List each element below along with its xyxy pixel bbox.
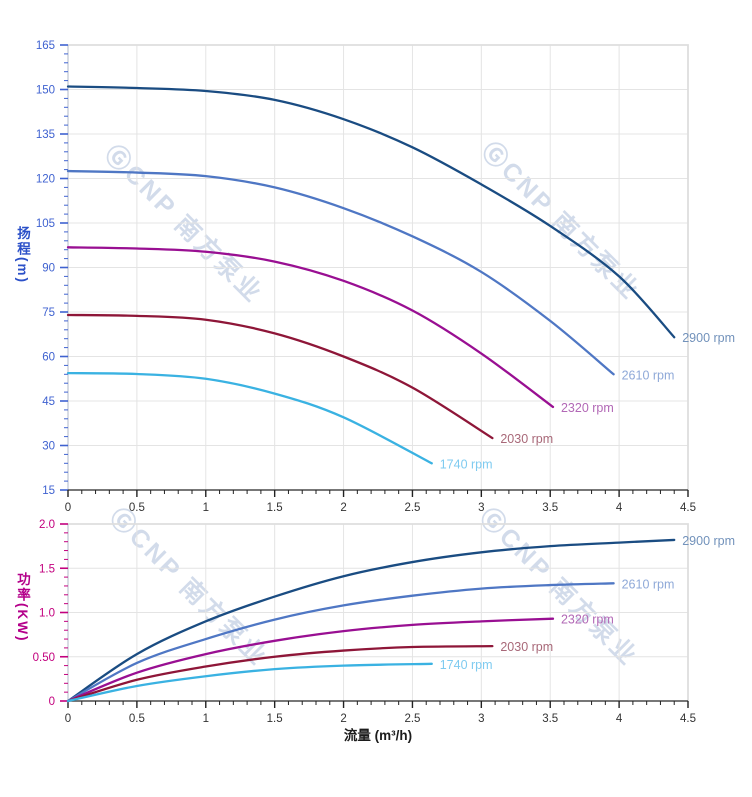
- head-vs-flow-x-ticks: [67, 490, 689, 497]
- head-vs-flow-x-tick-label: 3.5: [542, 502, 558, 514]
- head-vs-flow-curve-1740-rpm: [66, 371, 433, 465]
- head-vs-flow-curve-2030-rpm: [66, 313, 494, 440]
- power-vs-flow-x-tick-labels: 0 0.5 1 1.5 2 2.5 3 3.5 4 4.5: [65, 713, 696, 725]
- power-vs-flow-x-tick-label: 0: [65, 713, 71, 725]
- head-vs-flow-x-tick-label: 1: [203, 502, 209, 514]
- head-vs-flow-curve-label-2320-rpm: 2320 rpm: [561, 401, 614, 415]
- head-vs-flow-y-tick-label: 90: [42, 263, 55, 275]
- power-vs-flow-y-tick-labels: 0 0.50 1.0 1.5 2.0: [33, 519, 55, 708]
- power-vs-flow-curve-1740-rpm: [66, 662, 433, 703]
- power-vs-flow-curve-label-2320-rpm: 2320 rpm: [561, 613, 614, 627]
- power-vs-flow-y-tick-label: 0: [49, 696, 55, 708]
- power-vs-flow-x-tick-label: 4.5: [680, 713, 696, 725]
- head-vs-flow-curve-2610-rpm: [66, 169, 615, 376]
- head-vs-flow-y-tick-label: 75: [42, 307, 55, 319]
- head-vs-flow-x-tick-label: 2: [340, 502, 346, 514]
- head-vs-flow-curve-label-1740-rpm: 1740 rpm: [440, 457, 493, 471]
- power-vs-flow-curve-2610-rpm: [66, 582, 615, 703]
- head-vs-flow-curve-2320-rpm: [66, 246, 555, 409]
- power-vs-flow-x-tick-label: 1: [203, 713, 209, 725]
- head-vs-flow-y-ticks: [60, 44, 68, 491]
- power-vs-flow-y-tick-label: 1.5: [39, 563, 55, 575]
- power-vs-flow-curve-2320-rpm: [66, 617, 555, 703]
- head-vs-flow-grid: [68, 45, 689, 490]
- power-vs-flow-curve-2900-rpm: [66, 538, 676, 703]
- head-vs-flow-x-tick-label: 2.5: [404, 502, 420, 514]
- head-vs-flow-curve-label-2030-rpm: 2030 rpm: [500, 432, 553, 446]
- head-vs-flow-curve-label-2610-rpm: 2610 rpm: [622, 368, 675, 382]
- head-vs-flow-y-tick-label: 30: [42, 441, 55, 453]
- head-vs-flow-y-tick-labels: 15 30 45 60 75 90 105 120 135 150 165: [36, 40, 55, 497]
- power-vs-flow-x-tick-label: 2.5: [404, 713, 420, 725]
- head-vs-flow-x-tick-label: 3: [478, 502, 484, 514]
- head-axis-title: 扬程(m): [15, 226, 30, 284]
- power-vs-flow-curve-label-1740-rpm: 1740 rpm: [440, 658, 493, 672]
- head-vs-flow-curve-2900-rpm: [66, 85, 676, 339]
- power-vs-flow-plot-border: [68, 523, 689, 701]
- power-vs-flow-x-tick-label: 3.5: [542, 713, 558, 725]
- head-vs-flow-x-tick-labels: 0 0.5 1 1.5 2 2.5 3 3.5 4 4.5: [65, 502, 696, 514]
- power-vs-flow-curve-label-2610-rpm: 2610 rpm: [622, 577, 675, 591]
- head-vs-flow-y-tick-label: 60: [42, 352, 55, 364]
- head-vs-flow-x-tick-label: 0.5: [129, 502, 145, 514]
- power-vs-flow-grid: [68, 524, 689, 701]
- power-vs-flow-curve-2030-rpm: [66, 644, 494, 703]
- flow-axis-title: 流量 (m³/h): [343, 728, 413, 743]
- head-vs-flow-curve-label-2900-rpm: 2900 rpm: [682, 331, 735, 345]
- head-vs-flow-y-tick-label: 150: [36, 85, 55, 97]
- power-vs-flow-x-tick-label: 3: [478, 713, 484, 725]
- power-vs-flow-curve-label-2900-rpm: 2900 rpm: [682, 534, 735, 548]
- head-vs-flow-x-tick-label: 0: [65, 502, 71, 514]
- power-vs-flow-x-tick-label: 1.5: [267, 713, 283, 725]
- power-vs-flow-y-tick-label: 2.0: [39, 519, 55, 531]
- power-vs-flow-y-tick-label: 0.50: [33, 652, 55, 664]
- head-vs-flow-y-tick-label: 165: [36, 40, 55, 52]
- head-vs-flow-y-tick-label: 120: [36, 174, 55, 186]
- power-vs-flow-x-tick-label: 2: [340, 713, 346, 725]
- head-vs-flow-x-tick-label: 4.5: [680, 502, 696, 514]
- head-vs-flow-x-tick-label: 1.5: [267, 502, 283, 514]
- power-axis-title: 功率(KW): [15, 572, 30, 643]
- power-vs-flow-y-tick-label: 1.0: [39, 608, 55, 620]
- power-vs-flow-x-tick-label: 0.5: [129, 713, 145, 725]
- head-vs-flow-y-tick-label: 105: [36, 218, 55, 230]
- power-vs-flow-curve-label-2030-rpm: 2030 rpm: [500, 640, 553, 654]
- head-vs-flow-plot-border: [68, 44, 689, 490]
- head-vs-flow-y-tick-label: 15: [42, 485, 55, 497]
- power-vs-flow-chart: 0 0.50 1.0 1.5 2.0 0 0.5 1 1.5 2 2.5 3 3.5 4 4.5 2900 r…: [33, 519, 735, 725]
- head-vs-flow-y-tick-label: 135: [36, 129, 55, 141]
- power-vs-flow-y-ticks: [60, 523, 68, 702]
- power-vs-flow-x-tick-label: 4: [616, 713, 623, 725]
- power-vs-flow-x-ticks: [67, 701, 689, 708]
- head-vs-flow-x-tick-label: 4: [616, 502, 623, 514]
- head-vs-flow-y-tick-label: 45: [42, 396, 55, 408]
- head-vs-flow-chart: 15 30 45 60 75 90 105 120 135 150 165 0 0.5 1 1.5 2 2.5 3…: [36, 40, 735, 514]
